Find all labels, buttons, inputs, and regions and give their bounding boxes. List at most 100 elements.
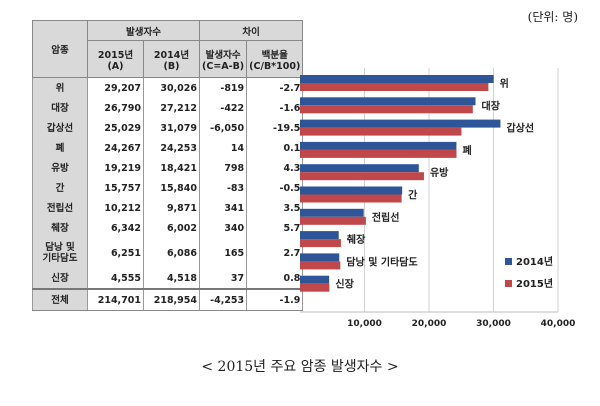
bar-2014 [300, 253, 340, 262]
x-tick-label: 10,000 [347, 319, 382, 329]
bar-2015 [300, 283, 330, 292]
cancer-cell: 대장 [32, 98, 88, 118]
cancer-cell: 유방 [32, 158, 88, 178]
cancer-cell: 췌장 [32, 218, 88, 238]
table-row: 췌장 6,342 6,002 340 5.7 [32, 218, 304, 238]
diff-count-cell: 165 [198, 238, 248, 268]
bar-2015 [300, 105, 473, 114]
category-label: 위 [500, 77, 509, 90]
legend-swatch [505, 258, 512, 265]
table-row: 갑상선 25,029 31,079 -6,050 -19.5 [32, 118, 304, 138]
category-label: 갑상선 [506, 122, 534, 135]
bar-2014 [300, 164, 419, 173]
bar-2014 [300, 231, 339, 240]
figure-caption: < 2015년 주요 암종 발생자수 > [201, 359, 399, 375]
count-2015-cell: 214,701 [87, 288, 144, 311]
table-row: 담낭 및 기타담도 6,251 6,086 165 2.7 [32, 238, 304, 268]
count-2014-cell: 18,421 [143, 158, 200, 178]
count-2015-cell: 26,790 [87, 98, 144, 118]
cancer-cell: 폐 [32, 138, 88, 158]
diff-count-cell: 14 [198, 138, 248, 158]
cancer-cell: 담낭 및 기타담도 [32, 238, 88, 268]
legend-label: 2015년 [516, 277, 553, 290]
count-2015-cell: 25,029 [87, 118, 144, 138]
diff-pct-cell: 5.7 [246, 218, 304, 238]
x-tick-label: 40,000 [541, 319, 576, 329]
category-label: 대장 [482, 99, 501, 112]
header-diff: 차이 [198, 20, 304, 41]
bar-2015 [300, 127, 462, 136]
category-label: 간 [408, 189, 418, 202]
category-label: 전립선 [372, 211, 400, 224]
legend-swatch [505, 280, 512, 287]
count-2015-cell: 15,757 [87, 178, 144, 198]
bar-2014 [300, 75, 494, 83]
count-2015-cell: 29,207 [87, 77, 144, 98]
x-tick-label: 30,000 [476, 319, 511, 329]
count-2014-cell: 15,840 [143, 178, 200, 198]
diff-count-cell: -6,050 [198, 118, 248, 138]
count-2014-cell: 27,212 [143, 98, 200, 118]
header-cancer: 암종 [32, 20, 88, 78]
table-row: 폐 24,267 24,253 14 0.1 [32, 138, 304, 158]
bar-2014 [300, 141, 457, 150]
category-label: 담낭 및 기타담도 [346, 255, 417, 268]
bar-2015 [300, 83, 489, 91]
cancer-cell: 위 [32, 77, 88, 98]
header-diff-count: 발생자수 (C=A-B) [198, 40, 248, 78]
count-2014-cell: 9,871 [143, 198, 200, 218]
bar-2015 [300, 194, 402, 203]
count-2015-cell: 24,267 [87, 138, 144, 158]
bar-2014 [300, 275, 330, 284]
diff-count-cell: -819 [198, 77, 248, 98]
x-tick-label: 20,000 [412, 319, 447, 329]
table-row: 대장 26,790 27,212 -422 -1.6 [32, 98, 304, 118]
diff-count-cell: -422 [198, 98, 248, 118]
cancer-cell: 갑상선 [32, 118, 88, 138]
diff-count-cell: 798 [198, 158, 248, 178]
diff-count-cell: 37 [198, 268, 248, 290]
bar-2015 [300, 239, 341, 248]
cancer-cell: 신장 [32, 268, 88, 290]
bar-2014 [300, 119, 501, 128]
count-2015-cell: 19,219 [87, 158, 144, 178]
cancer-cell: 간 [32, 178, 88, 198]
category-label: 폐 [463, 144, 472, 157]
category-label: 췌장 [347, 233, 366, 246]
diff-count-cell: -83 [198, 178, 248, 198]
count-2014-cell: 31,079 [143, 118, 200, 138]
table-row: 전립선 10,212 9,871 341 3.5 [32, 198, 304, 218]
count-2014-cell: 4,518 [143, 268, 200, 290]
category-label: 유방 [430, 166, 449, 179]
table-row: 간 15,757 15,840 -83 -0.5 [32, 178, 304, 198]
incidence-table: 암종 발생자수 차이 2015년 (A) 2014년 (B) 발생자수 (C=A… [32, 20, 304, 311]
bar-2015 [300, 172, 424, 181]
count-2015-cell: 10,212 [87, 198, 144, 218]
count-2014-cell: 24,253 [143, 138, 200, 158]
count-2014-cell: 6,086 [143, 238, 200, 268]
header-2015: 2015년 (A) [87, 40, 144, 78]
count-2014-cell: 6,002 [143, 218, 200, 238]
table-row: 위 29,207 30,026 -819 -2.7 [32, 77, 304, 98]
count-2015-cell: 4,555 [87, 268, 144, 290]
bar-2015 [300, 149, 457, 158]
bar-2015 [300, 261, 341, 270]
legend-label: 2014년 [516, 255, 553, 268]
bar-chart: 10,000 20,000 30,000 40,000 위대장갑상선폐유방간전립선췌장담… [300, 68, 576, 329]
count-2014-cell: 30,026 [143, 77, 200, 98]
bar-2014 [300, 97, 476, 106]
header-incidence: 발생자수 [87, 20, 200, 41]
diff-count-cell: 340 [198, 218, 248, 238]
diff-pct-cell: 2.7 [246, 238, 304, 268]
cancer-cell: 전체 [32, 288, 88, 311]
diff-count-cell: 341 [198, 198, 248, 218]
table-row: 신장 4,555 4,518 37 0.8 [32, 268, 304, 290]
count-2014-cell: 218,954 [143, 288, 200, 311]
count-2015-cell: 6,342 [87, 218, 144, 238]
header-2014: 2014년 (B) [143, 40, 200, 78]
diff-pct-cell: -1.9 [246, 288, 304, 311]
table-row: 유방 19,219 18,421 798 4.3 [32, 158, 304, 178]
diff-pct-cell: 3.5 [246, 198, 304, 218]
cancer-cell: 전립선 [32, 198, 88, 218]
bar-2014 [300, 208, 364, 217]
